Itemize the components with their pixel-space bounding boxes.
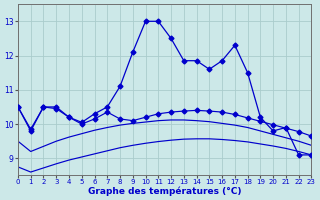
X-axis label: Graphe des températures (°C): Graphe des températures (°C) [88,186,241,196]
